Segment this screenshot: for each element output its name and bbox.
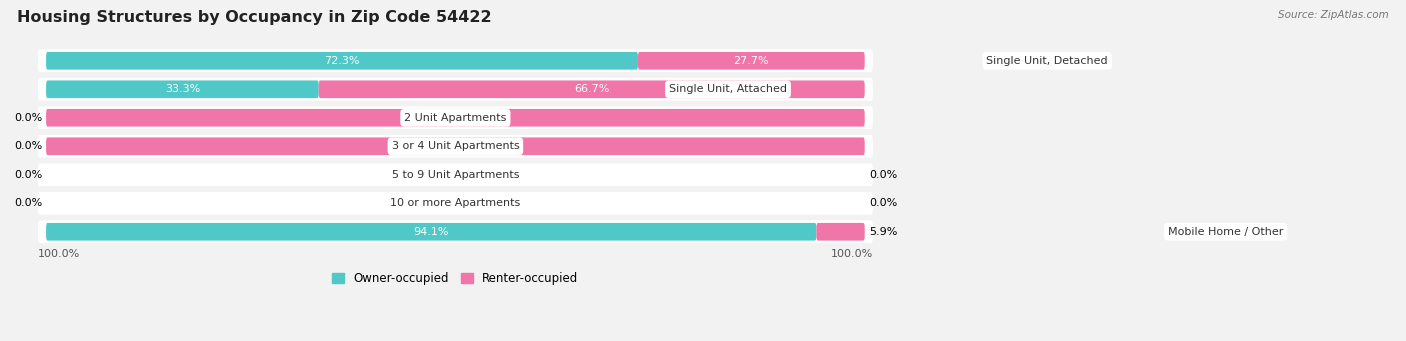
Text: 0.0%: 0.0%	[14, 170, 42, 180]
FancyBboxPatch shape	[638, 52, 865, 70]
Text: 100.0%: 100.0%	[434, 141, 477, 151]
Text: 0.0%: 0.0%	[14, 113, 42, 123]
FancyBboxPatch shape	[46, 109, 865, 127]
Text: 27.7%: 27.7%	[734, 56, 769, 66]
FancyBboxPatch shape	[46, 52, 638, 70]
Text: 0.0%: 0.0%	[14, 198, 42, 208]
Text: Single Unit, Detached: Single Unit, Detached	[987, 56, 1108, 66]
Text: Housing Structures by Occupancy in Zip Code 54422: Housing Structures by Occupancy in Zip C…	[17, 10, 492, 25]
Text: 0.0%: 0.0%	[869, 198, 897, 208]
Text: 72.3%: 72.3%	[325, 56, 360, 66]
Text: Source: ZipAtlas.com: Source: ZipAtlas.com	[1278, 10, 1389, 20]
Text: 66.7%: 66.7%	[574, 84, 609, 94]
Text: 94.1%: 94.1%	[413, 227, 449, 237]
Text: 3 or 4 Unit Apartments: 3 or 4 Unit Apartments	[391, 141, 519, 151]
Text: 100.0%: 100.0%	[434, 113, 477, 123]
FancyBboxPatch shape	[46, 137, 865, 155]
Text: 0.0%: 0.0%	[14, 141, 42, 151]
Text: Single Unit, Attached: Single Unit, Attached	[669, 84, 787, 94]
Text: 33.3%: 33.3%	[165, 84, 200, 94]
FancyBboxPatch shape	[38, 163, 873, 186]
Text: 5.9%: 5.9%	[869, 227, 897, 237]
Text: 100.0%: 100.0%	[831, 249, 873, 259]
Text: 10 or more Apartments: 10 or more Apartments	[391, 198, 520, 208]
Text: Mobile Home / Other: Mobile Home / Other	[1168, 227, 1284, 237]
FancyBboxPatch shape	[38, 192, 873, 214]
FancyBboxPatch shape	[319, 80, 865, 98]
FancyBboxPatch shape	[38, 106, 873, 129]
FancyBboxPatch shape	[38, 135, 873, 158]
FancyBboxPatch shape	[38, 49, 873, 72]
Text: 0.0%: 0.0%	[869, 170, 897, 180]
Legend: Owner-occupied, Renter-occupied: Owner-occupied, Renter-occupied	[328, 268, 583, 290]
Text: 2 Unit Apartments: 2 Unit Apartments	[404, 113, 506, 123]
FancyBboxPatch shape	[38, 220, 873, 243]
Text: 100.0%: 100.0%	[38, 249, 80, 259]
FancyBboxPatch shape	[46, 80, 319, 98]
FancyBboxPatch shape	[38, 78, 873, 101]
Text: 5 to 9 Unit Apartments: 5 to 9 Unit Apartments	[392, 170, 519, 180]
FancyBboxPatch shape	[46, 223, 817, 241]
FancyBboxPatch shape	[817, 223, 865, 241]
